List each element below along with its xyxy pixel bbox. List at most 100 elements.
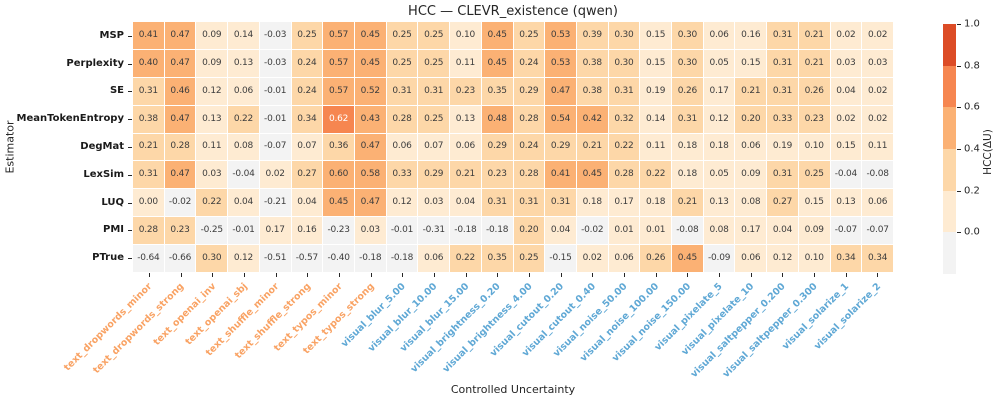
y-tick-label: LUQ <box>101 196 124 208</box>
colorbar-tick-label: 0.6 <box>964 101 980 113</box>
heatmap-cell: 0.15 <box>830 133 862 161</box>
heatmap-cell: 0.47 <box>545 77 576 105</box>
x-tick-mark <box>307 273 309 277</box>
heatmap-cell: 0.15 <box>798 189 830 217</box>
heatmap-cell: 0.23 <box>798 105 830 133</box>
heatmap-cell: 0.34 <box>830 245 862 272</box>
heatmap-cell: 0.29 <box>481 133 513 161</box>
heatmap-cell: 0.24 <box>291 77 323 105</box>
heatmap-cell: 0.26 <box>798 77 830 105</box>
heatmap-cell: 0.45 <box>672 245 703 272</box>
heatmap-cell: -0.66 <box>164 245 196 272</box>
heatmap-cell: 0.12 <box>196 77 228 105</box>
heatmap-cell: 0.21 <box>133 133 164 161</box>
heatmap-cell: 0.06 <box>418 245 450 272</box>
y-tick-label: MeanTokenEntropy <box>16 113 124 125</box>
heatmap-cell: 0.47 <box>354 133 386 161</box>
heatmap-cell: 0.25 <box>513 22 545 49</box>
heatmap-cell: 0.45 <box>354 22 386 49</box>
heatmap-cell: 0.31 <box>672 105 703 133</box>
heatmap-cell: 0.21 <box>450 161 481 189</box>
heatmap-cell: 0.52 <box>354 77 386 105</box>
heatmap-cell: 0.18 <box>576 189 608 217</box>
heatmap-cell: 0.43 <box>354 105 386 133</box>
heatmap-cell: 0.31 <box>608 77 640 105</box>
y-tick-label: SE <box>109 85 124 97</box>
heatmap-cell: 0.47 <box>164 49 196 77</box>
y-tick-mark <box>128 202 132 204</box>
heatmap-cell: 0.06 <box>228 77 259 105</box>
y-tick-mark <box>128 174 132 176</box>
heatmap-cell: 0.31 <box>767 22 798 49</box>
y-tick-label: PMI <box>102 224 124 236</box>
heatmap-cell: 0.03 <box>196 161 228 189</box>
heatmap-cell: 0.04 <box>450 189 481 217</box>
x-tick-mark <box>148 273 150 277</box>
heatmap-cell: -0.25 <box>196 217 228 245</box>
colorbar-tick-mark <box>957 24 961 25</box>
heatmap-cell: -0.04 <box>228 161 259 189</box>
heatmap-cell: 0.25 <box>798 161 830 189</box>
heatmap-cell: 0.08 <box>228 133 259 161</box>
colorbar-tick-label: 0.4 <box>964 143 980 155</box>
colorbar-band <box>943 190 956 233</box>
heatmap-cell: 0.16 <box>735 22 767 49</box>
heatmap-cell: -0.03 <box>259 49 291 77</box>
heatmap-cell: 0.22 <box>196 189 228 217</box>
y-tick-label: LexSim <box>83 168 124 180</box>
heatmap-cell: 0.19 <box>640 77 672 105</box>
heatmap-cell: 0.09 <box>735 161 767 189</box>
heatmap-cell: 0.29 <box>418 161 450 189</box>
colorbar-tick-label: 1.0 <box>964 18 980 30</box>
heatmap-cell: -0.64 <box>133 245 164 272</box>
heatmap-cell: 0.02 <box>576 245 608 272</box>
heatmap-cell: 0.18 <box>672 133 703 161</box>
colorbar-tick-mark <box>957 65 961 67</box>
heatmap-cell: 0.22 <box>608 133 640 161</box>
heatmap-cell: 0.35 <box>481 245 513 272</box>
heatmap-cell: -0.15 <box>545 245 576 272</box>
heatmap-cell: 0.58 <box>354 161 386 189</box>
heatmap-cell: 0.28 <box>608 161 640 189</box>
x-tick-mark <box>465 273 467 277</box>
y-tick-mark <box>128 258 132 260</box>
heatmap-cell: 0.45 <box>481 22 513 49</box>
heatmap-cell: 0.17 <box>703 77 735 105</box>
heatmap-cell: 0.27 <box>767 189 798 217</box>
x-tick-mark <box>433 273 435 277</box>
y-tick-label: Perplexity <box>66 57 124 69</box>
heatmap-cell: 0.04 <box>291 189 323 217</box>
heatmap-cell: 0.31 <box>545 189 576 217</box>
heatmap-cell: -0.02 <box>576 217 608 245</box>
heatmap-cell: 0.30 <box>608 49 640 77</box>
heatmap-cell: -0.07 <box>830 217 862 245</box>
heatmap-cell: 0.03 <box>418 189 450 217</box>
heatmap-cell: 0.06 <box>608 245 640 272</box>
heatmap-cell: 0.12 <box>228 245 259 272</box>
y-tick-label: DegMat <box>80 141 124 152</box>
y-tick-mark <box>128 230 132 232</box>
heatmap-cell: 0.29 <box>545 133 576 161</box>
heatmap-grid: 0.41 0.47 0.09 0.14 -0.03 0.25 0.57 0.45 0.25 0.2… <box>133 22 893 272</box>
heatmap-cell: 0.13 <box>703 189 735 217</box>
heatmap-cell: 0.01 <box>608 217 640 245</box>
heatmap-cell: 0.53 <box>545 22 576 49</box>
heatmap-cell: 0.13 <box>450 105 481 133</box>
heatmap-cell: 0.28 <box>133 217 164 245</box>
heatmap-cell: 0.24 <box>513 49 545 77</box>
heatmap-cell: 0.12 <box>703 105 735 133</box>
heatmap-cell: 0.45 <box>576 161 608 189</box>
heatmap-cell: 0.17 <box>735 217 767 245</box>
heatmap-cell: 0.11 <box>450 49 481 77</box>
heatmap-cell: 0.05 <box>703 49 735 77</box>
heatmap-cell: 0.23 <box>164 217 196 245</box>
heatmap-cell: 0.27 <box>291 161 323 189</box>
heatmap-cell: 0.32 <box>608 105 640 133</box>
heatmap-cell: 0.41 <box>133 22 164 49</box>
heatmap-cell: 0.31 <box>481 189 513 217</box>
heatmap-cell: -0.18 <box>386 245 418 272</box>
heatmap-cell: 0.38 <box>576 49 608 77</box>
x-tick-mark <box>655 273 657 277</box>
heatmap-cell: 0.09 <box>798 217 830 245</box>
colorbar <box>943 24 956 274</box>
